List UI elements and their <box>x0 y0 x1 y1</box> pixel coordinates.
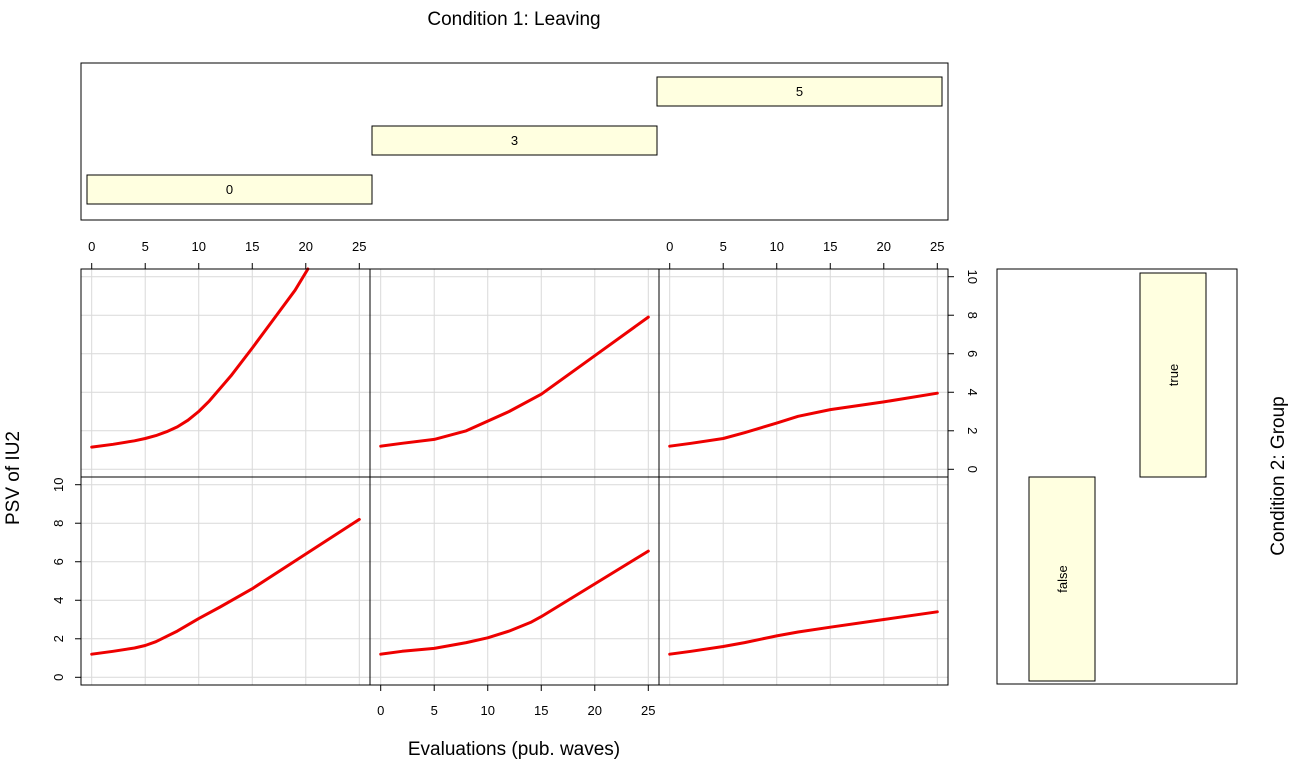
leaving-level-label-5: 5 <box>796 84 803 99</box>
y-tick-label: 0 <box>965 466 980 473</box>
x-tick-label: 15 <box>245 239 259 254</box>
series-line-leaving-3-group-false <box>379 549 650 656</box>
series-line-leaving-5-group-true <box>668 391 939 448</box>
chart-title: Condition 1: Leaving <box>427 9 600 30</box>
panel-border <box>80 476 371 686</box>
y-tick-label: 10 <box>51 477 66 491</box>
leaving-level-strip-3 <box>371 125 658 156</box>
y-tick-label: 10 <box>965 269 980 283</box>
leaving-level-label-3: 3 <box>511 133 518 148</box>
panel-border <box>80 268 371 478</box>
y-tick-label: 6 <box>51 558 66 565</box>
x-tick-label: 15 <box>534 703 548 718</box>
series-line-leaving-3-group-true <box>379 315 650 448</box>
series-lines <box>90 267 939 656</box>
x-tick-label: 0 <box>666 239 673 254</box>
x-tick-label: 5 <box>142 239 149 254</box>
x-tick-label: 25 <box>930 239 944 254</box>
condition-1-legend-box <box>80 62 949 221</box>
y-tick-label: 4 <box>51 597 66 604</box>
y-tick-label: 2 <box>51 635 66 642</box>
x-tick-label: 15 <box>823 239 837 254</box>
y-tick-label: 8 <box>965 312 980 319</box>
leaving-level-strip-0 <box>86 174 373 205</box>
group-level-label-true: true <box>1166 364 1181 386</box>
leaving-level-strip-5 <box>656 76 943 107</box>
y-axis-title: PSV of IU2 <box>3 431 24 525</box>
y-tick-label: 4 <box>965 389 980 396</box>
panel-border <box>369 268 660 478</box>
x-tick-label: 5 <box>431 703 438 718</box>
y-tick-label: 0 <box>51 674 66 681</box>
x-tick-label: 10 <box>192 239 206 254</box>
x-tick-label: 10 <box>770 239 784 254</box>
grid-lines <box>81 269 948 685</box>
y-tick-label: 8 <box>51 520 66 527</box>
group-level-strip-false <box>1028 476 1096 682</box>
axis-ticks: 0 5 10 15 20 25 0 5 10 15 20 25 0 5 10 15 20 25 0 2 4 6 8 10 0 2 4… <box>51 239 980 718</box>
group-level-strip-true <box>1139 272 1207 478</box>
group-level-label-false: false <box>1055 565 1070 592</box>
panel-border <box>658 268 949 478</box>
series-line-leaving-0-group-true <box>90 267 310 449</box>
y-tick-label: 6 <box>965 350 980 357</box>
panel-borders <box>80 268 949 686</box>
x-tick-label: 20 <box>299 239 313 254</box>
right-condition-title: Condition 2: Group <box>1268 396 1289 556</box>
series-line-leaving-0-group-false <box>90 517 361 656</box>
condition-2-legend-box <box>996 268 1238 685</box>
x-axis-title: Evaluations (pub. waves) <box>408 739 620 760</box>
x-tick-label: 0 <box>377 703 384 718</box>
x-tick-label: 5 <box>720 239 727 254</box>
y-tick-label: 2 <box>965 427 980 434</box>
x-tick-label: 10 <box>481 703 495 718</box>
x-tick-label: 20 <box>588 703 602 718</box>
panel-border <box>369 476 660 686</box>
x-tick-label: 0 <box>88 239 95 254</box>
leaving-level-label-0: 0 <box>226 182 233 197</box>
x-tick-label: 25 <box>641 703 655 718</box>
condition-legends: 0 3 5 false true <box>80 62 1238 685</box>
panel-border <box>658 476 949 686</box>
x-tick-label: 25 <box>352 239 366 254</box>
series-line-leaving-5-group-false <box>668 610 939 656</box>
x-tick-label: 20 <box>877 239 891 254</box>
